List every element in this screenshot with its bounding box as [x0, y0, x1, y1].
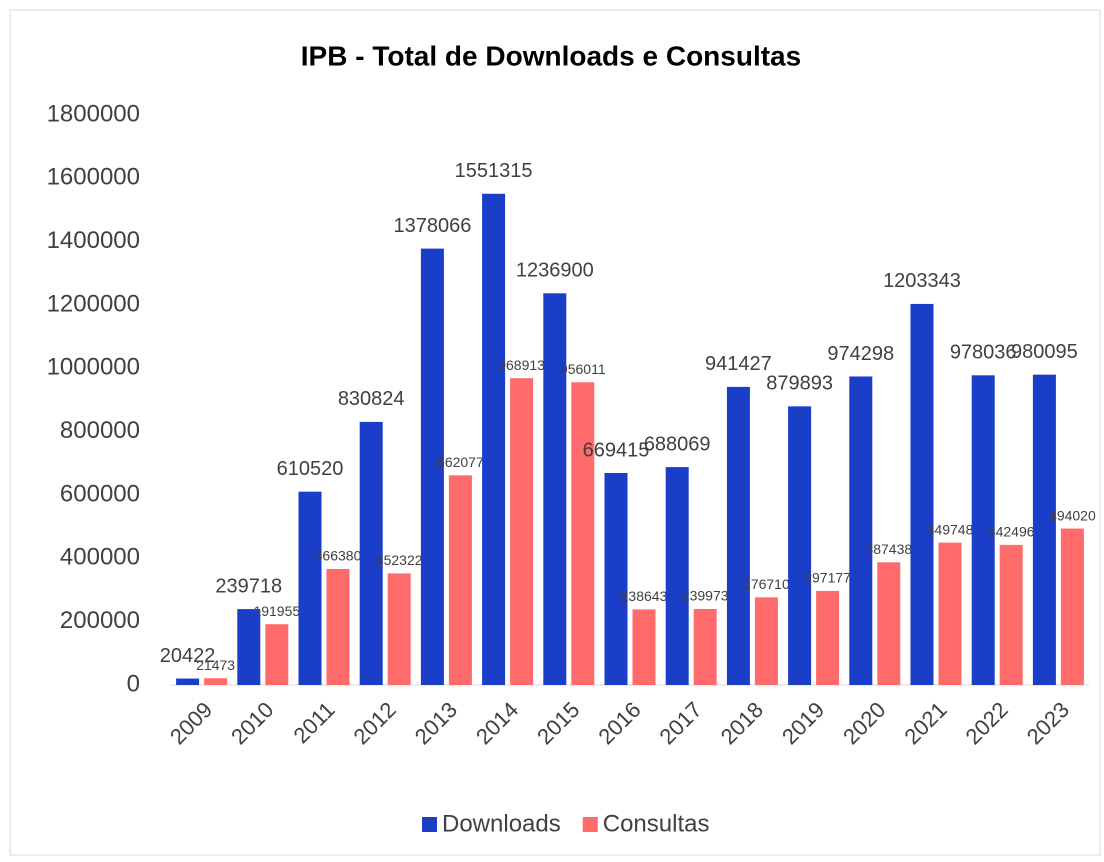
- data-label: 352322: [376, 552, 423, 568]
- bar: [816, 590, 840, 685]
- bar: [788, 406, 812, 685]
- data-label: 238643: [621, 588, 668, 604]
- data-label: 449748: [927, 521, 974, 537]
- bar: [665, 467, 689, 685]
- data-label: 366380: [315, 548, 362, 564]
- legend-label: Downloads: [442, 810, 561, 837]
- data-label: 879893: [766, 373, 833, 395]
- data-label: 1378066: [393, 215, 471, 237]
- data-label: 941427: [705, 353, 772, 375]
- data-label: 974298: [827, 343, 894, 365]
- bar: [971, 375, 995, 685]
- data-label: 669415: [583, 439, 650, 461]
- data-label: 276710: [743, 576, 790, 592]
- data-label: 956011: [560, 361, 606, 377]
- bar: [754, 597, 778, 685]
- bar: [938, 542, 962, 685]
- data-label: 21473: [196, 657, 235, 673]
- data-label: 297177: [804, 570, 851, 586]
- data-label: 239718: [215, 575, 282, 597]
- bar: [877, 562, 901, 685]
- data-label: 191955: [253, 603, 300, 619]
- bar: [849, 376, 873, 685]
- data-label: 688069: [644, 433, 711, 455]
- bar: [632, 609, 656, 685]
- y-tick-label: 600000: [60, 480, 140, 507]
- bar: [448, 475, 472, 685]
- data-label: 968913: [498, 357, 545, 373]
- data-label: 442496: [988, 524, 1035, 540]
- data-label: 978036: [950, 342, 1017, 364]
- bar: [298, 491, 322, 685]
- bar: [726, 386, 750, 685]
- y-tick-label: 200000: [60, 607, 140, 634]
- legend-swatch: [422, 817, 437, 832]
- legend-swatch: [582, 817, 598, 832]
- y-tick-label: 800000: [60, 417, 140, 444]
- data-label: 1551315: [455, 160, 533, 182]
- bar: [237, 609, 261, 685]
- data-label: 980095: [1011, 341, 1078, 363]
- bar: [910, 303, 934, 685]
- y-tick-label: 1200000: [47, 290, 140, 317]
- bar: [265, 624, 289, 685]
- chart-title: IPB - Total de Downloads e Consultas: [301, 40, 801, 71]
- data-label: 662077: [437, 454, 484, 470]
- y-tick-label: 1600000: [47, 164, 140, 191]
- bar: [204, 678, 228, 685]
- bar: [1032, 374, 1056, 685]
- y-tick-label: 400000: [60, 544, 140, 571]
- bar: [543, 293, 567, 685]
- bar: [482, 193, 506, 685]
- bar: [387, 573, 411, 685]
- data-label: 1203343: [883, 270, 961, 292]
- bar: [571, 382, 595, 685]
- data-label: 830824: [338, 388, 405, 410]
- data-label: 610520: [277, 458, 344, 480]
- y-tick-label: 1400000: [47, 227, 140, 254]
- bar: [420, 248, 444, 685]
- bar: [359, 421, 383, 685]
- data-label: 239973: [682, 588, 729, 604]
- bar: [693, 609, 717, 685]
- data-label: 20422: [160, 645, 216, 667]
- data-label: 494020: [1049, 507, 1096, 523]
- legend-label: Consultas: [603, 810, 710, 837]
- bar: [326, 568, 350, 685]
- bar: [176, 678, 200, 685]
- bar: [604, 473, 628, 685]
- y-tick-label: 1000000: [47, 354, 140, 381]
- y-tick-label: 0: [127, 670, 140, 697]
- bar: [999, 544, 1023, 685]
- data-label: 1236900: [516, 260, 594, 282]
- data-label: 387438: [865, 541, 912, 557]
- bar: [510, 378, 534, 685]
- bar: [1060, 528, 1084, 685]
- y-tick-label: 1800000: [47, 100, 140, 127]
